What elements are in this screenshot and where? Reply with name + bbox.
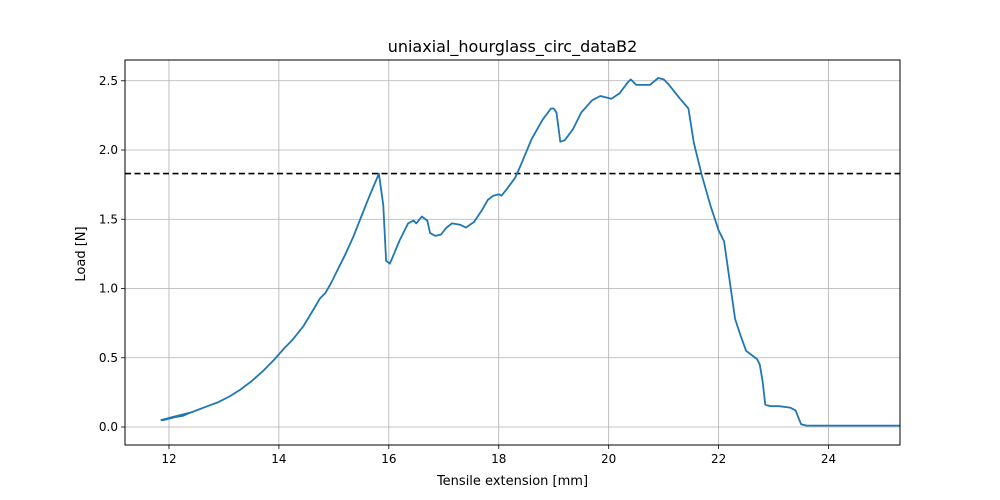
- y-tick-label: 2.0: [99, 143, 118, 157]
- y-tick-label: 1.0: [99, 282, 118, 296]
- series-line: [160, 77, 900, 427]
- x-tick-label: 18: [491, 452, 506, 466]
- x-tick-label: 16: [381, 452, 396, 466]
- axes-frame: [124, 59, 901, 446]
- x-tick-label: 12: [161, 452, 176, 466]
- x-axis-label: Tensile extension [mm]: [436, 474, 588, 489]
- y-axis: 0.0 0.5 1.0 1.5 2.0 2.5: [99, 74, 125, 434]
- x-tick-label: 20: [601, 452, 616, 466]
- x-tick-label: 22: [711, 452, 726, 466]
- y-tick-label: 0.5: [99, 351, 118, 365]
- y-axis-label: Load [N]: [74, 226, 89, 281]
- grid: [125, 60, 900, 445]
- chart-title: uniaxial_hourglass_circ_dataB2: [388, 37, 638, 57]
- y-tick-label: 1.5: [99, 212, 118, 226]
- y-tick-label: 2.5: [99, 74, 118, 88]
- x-axis: 12 14 16 18 20 22 24: [161, 445, 836, 466]
- x-tick-label: 24: [821, 452, 836, 466]
- x-tick-label: 14: [271, 452, 286, 466]
- y-tick-label: 0.0: [99, 420, 118, 434]
